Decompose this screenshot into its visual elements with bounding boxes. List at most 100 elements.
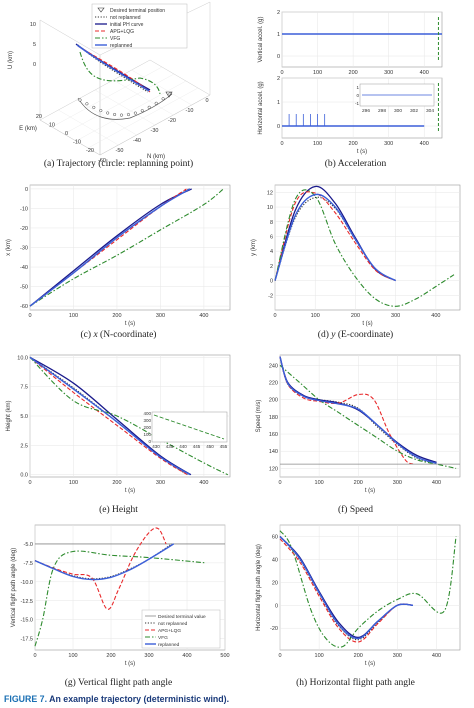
y-tick-label: 0	[25, 187, 28, 193]
y-tick-label: -5.0	[24, 542, 33, 548]
x-tick-label: 200	[106, 653, 115, 659]
y-tick-label: 4	[270, 249, 273, 255]
y-tick-label: 60	[272, 534, 278, 540]
x-tick-label: 200	[349, 141, 358, 147]
inset-x-tick: 304	[426, 108, 434, 114]
x-tick-label: 100	[313, 141, 322, 147]
series-line	[34, 550, 207, 647]
x-tick-label: 400	[432, 653, 441, 659]
y-tick-label: 0	[277, 54, 280, 60]
replanning-point	[113, 112, 117, 117]
chart-f: 0 100 200 300 400 240 220 200 180 160 140 120 t (s) S…	[256, 354, 461, 494]
n-tick-label: -40	[133, 138, 141, 144]
y-tick-label: 5.0	[20, 414, 28, 420]
y-tick-label: 1	[277, 100, 280, 106]
y-axis-label: Vertical flight path angle (deg)	[11, 548, 17, 627]
y-tick-label: 0	[270, 279, 273, 285]
x-tick-label: 300	[144, 653, 153, 659]
series-line	[29, 356, 188, 476]
y-tick-label: 140	[269, 449, 278, 455]
chart-a: 10 5 0 U (km) 20 10 0 -10 -20 E (km) -60 -50 -40 -30 -…	[8, 1, 211, 164]
x-tick-label: 500	[220, 653, 229, 659]
inset-x-tick: 445	[193, 444, 201, 449]
x-tick-label: 0	[273, 313, 276, 319]
y-tick-label: 220	[269, 380, 278, 386]
x-tick-label: 0	[278, 480, 281, 486]
x-tick-label: 400	[420, 141, 429, 147]
inset-y-tick: 1	[356, 85, 359, 90]
x-tick-label: 100	[311, 313, 320, 319]
series-line	[279, 364, 457, 469]
y-axis-label: Height (km)	[6, 400, 12, 431]
series-line	[29, 356, 191, 476]
y-tick-label: 120	[269, 466, 278, 472]
n-tick-label: -50	[116, 148, 124, 154]
caption-h: (h) Horizontal flight path angle	[296, 678, 415, 688]
x-tick-label: 100	[315, 480, 324, 486]
series-line	[34, 543, 175, 581]
y-tick-label: -7.5	[24, 561, 33, 567]
plot-frame-f	[279, 354, 461, 478]
caption-f: (f) Speed	[337, 505, 374, 515]
legend-entry: VFG	[110, 36, 120, 42]
caption-g: (g) Vertical flight path angle	[64, 678, 173, 688]
series-line	[274, 185, 397, 282]
axis-panel-left	[39, 19, 101, 156]
inset-y-tick: -1	[355, 101, 359, 106]
n-tick-label: -10	[186, 108, 194, 114]
x-tick-label: 100	[315, 653, 324, 659]
x-tick-label: 200	[112, 313, 121, 319]
inset-x-tick: 302	[410, 108, 418, 114]
replanning-point	[78, 98, 82, 102]
caption-e: (e) Height	[99, 505, 138, 515]
caption-a: (a) Trajectory (circle: replanning point…	[43, 159, 194, 169]
y-tick-label: 0.0	[20, 473, 28, 479]
y-tick-label: 40	[272, 557, 278, 563]
inset-x-tick: 435	[166, 444, 174, 449]
x-tick-label: 200	[349, 70, 358, 76]
floor-grid	[51, 66, 163, 128]
y-tick-label: -20	[270, 626, 278, 632]
x-axis-label: t (s)	[357, 149, 367, 155]
x-tick-label: 400	[199, 313, 208, 319]
inset-y-tick: 100	[143, 432, 151, 437]
y-tick-label: -20	[20, 226, 28, 232]
y-tick-label: 200	[269, 398, 278, 404]
e-tick-label: 10	[49, 123, 55, 129]
x-tick-label: 300	[156, 313, 165, 319]
y-tick-label: 8	[270, 220, 273, 226]
inset-x-tick: 440	[179, 444, 187, 449]
x-tick-label: 300	[384, 70, 393, 76]
inset-x-tick: 455	[220, 444, 228, 449]
figure-caption: FIGURE 7. An example trajectory (determi…	[4, 694, 230, 704]
legend-box	[91, 3, 188, 49]
desired-terminal-marker	[165, 91, 173, 98]
replanning-point	[161, 97, 165, 101]
y-tick-label: 0	[275, 603, 278, 609]
series-line	[274, 191, 396, 282]
chart-b1: 0 100 200 300 400 2 1 0 Vertical accel. (g)	[258, 10, 443, 76]
legend-entry: VFG	[158, 635, 168, 641]
u-tick-label: 5	[33, 42, 36, 48]
x-tick-label: 0	[280, 141, 283, 147]
y-axis-label: Horizontal flight path angle (deg)	[256, 544, 262, 631]
x-tick-label: 100	[69, 313, 78, 319]
y-tick-label: 20	[272, 580, 278, 586]
legend-entry: Desired terminal position	[110, 8, 165, 14]
x-tick-label: 400	[432, 480, 441, 486]
y-tick-label: -17.5	[20, 637, 33, 643]
caption-c: (c) x (N-coordinate)	[80, 330, 157, 340]
e-tick-label: 20	[36, 114, 42, 120]
y-tick-label: 10	[267, 205, 273, 211]
inset-x-tick: 300	[394, 108, 402, 114]
chart-e: 0 100 200 300 400 10.0 7.5 5.0 2.5 0.0 t (s) Height…	[6, 354, 231, 494]
floor-grid	[63, 73, 175, 135]
y-tick-label: -40	[20, 265, 28, 271]
y-tick-label: 2	[277, 76, 280, 82]
y-axis-label: x (km)	[6, 239, 12, 256]
trajectory-line	[76, 44, 150, 92]
legend-entry: APG+LQG	[110, 29, 134, 35]
legend-entry: replanned	[110, 43, 132, 49]
x-tick-label: 200	[351, 313, 360, 319]
chart-b2: 0 100 200 300 400 2 1 0 t (s) Horizontal accel. (…	[258, 76, 443, 155]
